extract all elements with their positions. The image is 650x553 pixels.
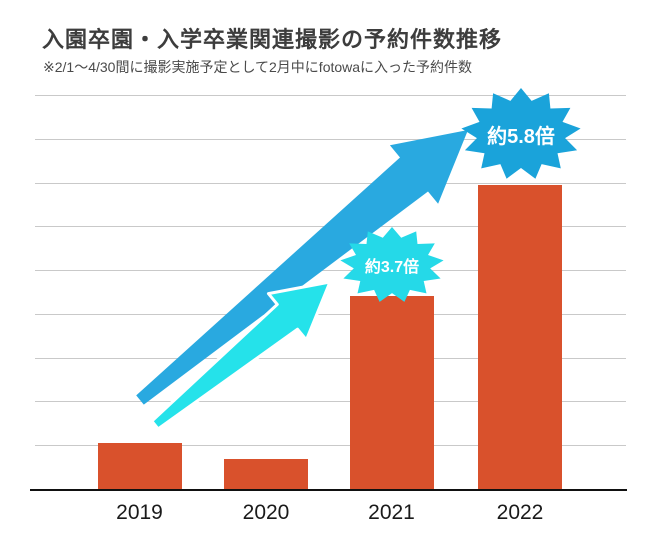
badge-2021-multiplier: 約3.7倍 <box>340 227 444 303</box>
gridline <box>35 182 626 184</box>
chart-title: 入園卒園・入学卒業関連撮影の予約件数推移 <box>42 27 503 52</box>
starburst-2022-icon <box>461 88 581 179</box>
gridline <box>35 95 626 96</box>
x-tick-2021: 2021 <box>368 501 415 524</box>
bar-2022 <box>478 185 562 490</box>
badge-2022-multiplier: 約5.8倍 <box>461 88 581 180</box>
bar-2020 <box>224 458 308 490</box>
x-tick-2020: 2020 <box>242 501 290 524</box>
bar-2019 <box>97 442 182 490</box>
x-axis-line <box>30 489 627 491</box>
starburst-2021-icon <box>340 227 444 302</box>
bar-2021 <box>349 295 434 490</box>
x-tick-2022: 2022 <box>496 501 544 524</box>
chart-subtitle: ※2/1〜4/30間に撮影実施予定として2月中にfotowaに入った予約件数 <box>43 59 473 75</box>
gridline <box>35 445 626 447</box>
badge-2022-label: 約5.8倍 <box>487 125 555 148</box>
x-tick-2019: 2019 <box>116 501 163 524</box>
badge-2021-label: 約3.7倍 <box>364 259 420 276</box>
